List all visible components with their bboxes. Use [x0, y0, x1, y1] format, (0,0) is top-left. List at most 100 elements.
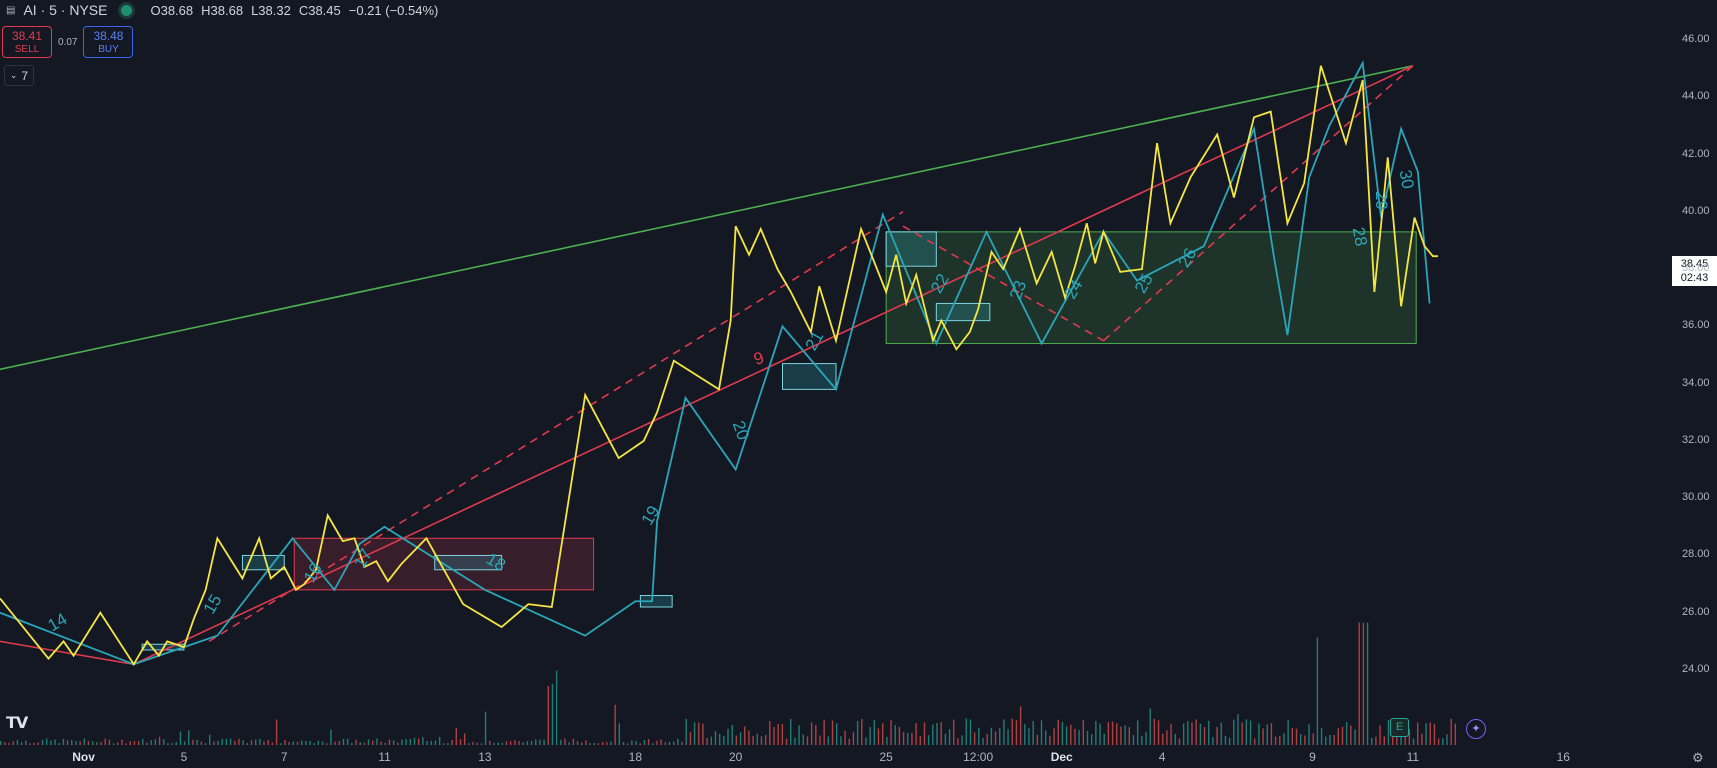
volume-bar: [112, 743, 115, 745]
volume-bar: [183, 741, 186, 745]
volume-bar: [635, 741, 637, 745]
volume-bar: [848, 738, 850, 745]
volume-bar: [1245, 719, 1248, 745]
volume-bar: [915, 723, 917, 745]
buy-button[interactable]: 38.48 BUY: [83, 26, 134, 58]
volume-bar: [1241, 722, 1243, 745]
volume-bar: [727, 728, 729, 745]
volume-bar: [702, 723, 704, 745]
volume-bar: [1011, 718, 1013, 745]
price-axis[interactable]: [1672, 0, 1717, 745]
sell-button[interactable]: 38.41 SELL: [2, 26, 52, 58]
volume-bar: [392, 740, 395, 745]
volume-bar: [447, 743, 449, 745]
volume-bar: [79, 741, 81, 745]
symbol-title[interactable]: AI · 5 · NYSE: [23, 2, 108, 18]
volume-bar: [359, 742, 361, 745]
volume-bar: [522, 742, 524, 745]
tradingview-logo[interactable]: 𝗧𝗩: [6, 715, 28, 732]
volume-bar: [104, 738, 106, 745]
spread-value: 0.07: [58, 36, 78, 48]
volume-bar: [338, 740, 340, 745]
volume-bar: [1325, 736, 1327, 745]
volume-bar: [96, 742, 98, 745]
settings-icon[interactable]: ⚙: [1692, 750, 1704, 765]
volume-bar: [326, 743, 328, 745]
volume-bar: [1178, 738, 1181, 745]
volume-bar: [33, 742, 35, 745]
volume-bar: [1015, 720, 1018, 745]
time-tick-label: 7: [280, 750, 288, 764]
volume-bar: [509, 741, 512, 745]
sparkle-icon[interactable]: ✦: [1466, 719, 1486, 739]
earnings-marker[interactable]: E: [1390, 718, 1409, 737]
volume-bar: [953, 719, 955, 745]
volume-bar: [196, 739, 198, 745]
volume-bar: [785, 738, 788, 745]
volume-bar: [689, 731, 692, 745]
volume-bar: [334, 741, 336, 745]
volume-bar: [1371, 737, 1373, 745]
ohlc-high: H38.68: [201, 2, 244, 18]
volume-bar: [1145, 731, 1147, 745]
volume-bar: [1274, 736, 1277, 745]
volume-bar: [472, 741, 474, 745]
volume-bar: [1358, 622, 1360, 745]
volume-bar: [1329, 735, 1331, 745]
volume-bar: [1116, 723, 1118, 745]
volume-bar: [693, 722, 696, 745]
volume-bar: [810, 722, 813, 745]
volume-bar: [242, 740, 244, 745]
price-tick-label: 42.00: [1682, 147, 1710, 160]
volume-bar: [681, 741, 683, 745]
volume-bar: [87, 740, 90, 745]
volume-bar: [1061, 721, 1064, 745]
volume-bar: [643, 739, 646, 745]
volume-bar: [1187, 720, 1189, 745]
volume-bar: [627, 743, 629, 745]
volume-bar: [1141, 735, 1143, 745]
volume-bar: [664, 742, 667, 745]
time-tick-label: 11: [378, 750, 391, 764]
buy-price: 38.48: [93, 29, 124, 43]
time-tick-label: 11: [1406, 750, 1420, 764]
price-series: [0, 65, 1438, 666]
volume-bar: [890, 719, 892, 745]
volume-bar: [1182, 723, 1185, 745]
volume-bar: [489, 740, 491, 745]
volume-bar: [330, 729, 332, 745]
volume-bar: [539, 739, 541, 745]
volume-bar: [881, 723, 884, 745]
volume-bar: [1195, 719, 1197, 745]
volume-bar: [108, 739, 111, 745]
volume-bar: [1120, 726, 1122, 745]
volume-bar: [823, 719, 825, 745]
volume-bar: [1258, 723, 1260, 745]
indicators-toggle[interactable]: ⌄ 7: [4, 65, 34, 86]
volume-bar: [936, 722, 938, 745]
volume-bar: [756, 733, 758, 745]
volume-bar: [259, 738, 261, 745]
volume-bar: [12, 741, 14, 745]
volume-bar: [133, 741, 136, 745]
volume-bar: [1295, 728, 1298, 745]
trendline: [208, 211, 904, 643]
volume-bar: [1057, 719, 1059, 745]
price-tick-label: 46.00: [1682, 33, 1710, 45]
volume-bar: [459, 739, 462, 745]
volume-bar: [601, 742, 604, 745]
volume-bar: [1216, 726, 1218, 745]
time-tick-label: 4: [1158, 750, 1166, 764]
volume-bar: [1228, 737, 1231, 745]
volume-bar: [179, 731, 182, 745]
volume-bar: [476, 742, 478, 745]
time-axis[interactable]: [0, 745, 1717, 768]
volume-bar: [1362, 622, 1365, 745]
volume-bar: [125, 743, 127, 745]
menu-icon[interactable]: ▤: [6, 4, 16, 16]
volume-bar: [706, 737, 708, 745]
volume-bar: [1049, 735, 1051, 745]
volume-bar: [815, 725, 817, 745]
volume-bar: [275, 719, 278, 745]
